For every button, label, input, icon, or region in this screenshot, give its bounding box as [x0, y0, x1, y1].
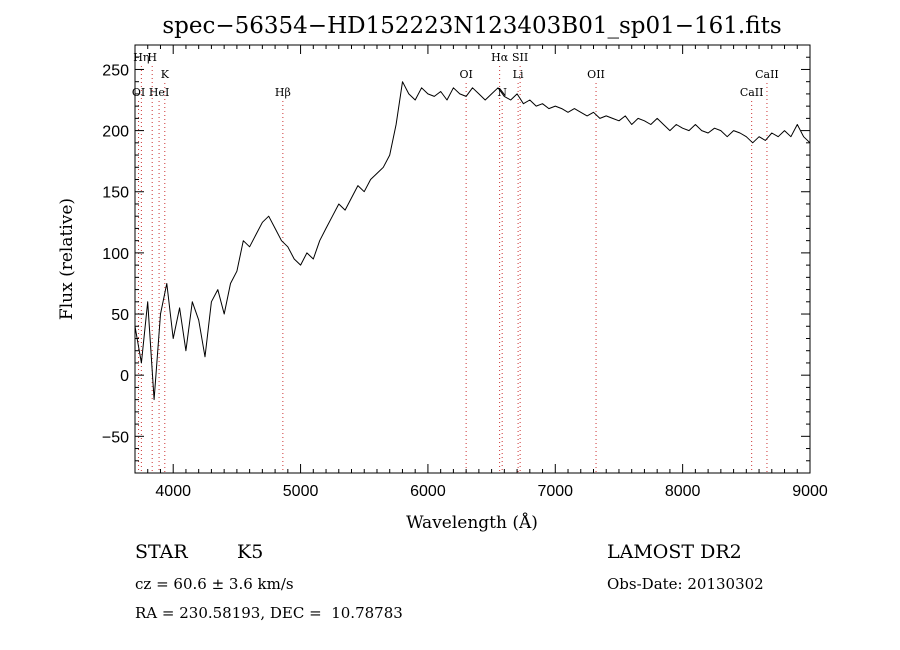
- line-marker-label: HeI: [149, 86, 169, 99]
- y-tick-label: 100: [102, 246, 129, 263]
- y-tick-label: 50: [111, 307, 129, 324]
- object-class: STAR: [135, 541, 188, 563]
- x-tick-label: 7000: [537, 483, 573, 500]
- line-marker-label: H: [147, 51, 157, 64]
- spectrum-line: [134, 81, 811, 401]
- line-marker-label: Hβ: [275, 86, 291, 99]
- line-marker-label: OI: [459, 68, 472, 81]
- x-tick-label: 8000: [665, 483, 701, 500]
- line-marker-label: Li: [513, 68, 524, 81]
- line-marker-label: CaII: [740, 86, 764, 99]
- y-axis-label: Flux (relative): [57, 198, 77, 320]
- redshift-text: cz = 60.6 ± 3.6 km/s: [135, 575, 294, 593]
- coordinates-text: RA = 230.58193, DEC = 10.78783: [135, 604, 403, 622]
- line-marker-label: OI: [132, 86, 145, 99]
- line-marker-label: CaII: [755, 68, 779, 81]
- line-marker-label: K: [161, 68, 170, 81]
- y-tick-label: 150: [102, 185, 129, 202]
- survey-name: LAMOST DR2: [607, 541, 742, 563]
- x-axis-label: Wavelength (Å): [406, 512, 538, 533]
- plot-frame: [134, 44, 811, 474]
- line-marker-label: Hη: [133, 51, 149, 64]
- line-marker-label: N: [497, 86, 507, 99]
- object-subclass: K5: [237, 541, 264, 563]
- x-tick-label: 9000: [792, 483, 828, 500]
- line-marker-label: Hα: [491, 51, 509, 64]
- y-tick-label: 250: [102, 62, 129, 79]
- chart-title: spec−56354−HD152223N123403B01_sp01−161.f…: [162, 13, 781, 39]
- y-tick-label: −50: [102, 429, 129, 446]
- x-tick-label: 6000: [410, 483, 446, 500]
- y-axis: −50 0 50 100 150 200 250: [102, 44, 810, 462]
- x-axis: 4000 5000 6000 7000 8000 9000: [134, 45, 828, 500]
- spectrum-line-group: [134, 81, 811, 401]
- y-tick-label: 200: [102, 124, 129, 141]
- x-tick-label: 4000: [155, 483, 191, 500]
- line-marker-label: OII: [587, 68, 605, 81]
- x-tick-label: 5000: [283, 483, 319, 500]
- line-marker-label: SII: [512, 51, 528, 64]
- obs-date-text: Obs-Date: 20130302: [607, 575, 764, 593]
- y-tick-label: 0: [120, 368, 129, 385]
